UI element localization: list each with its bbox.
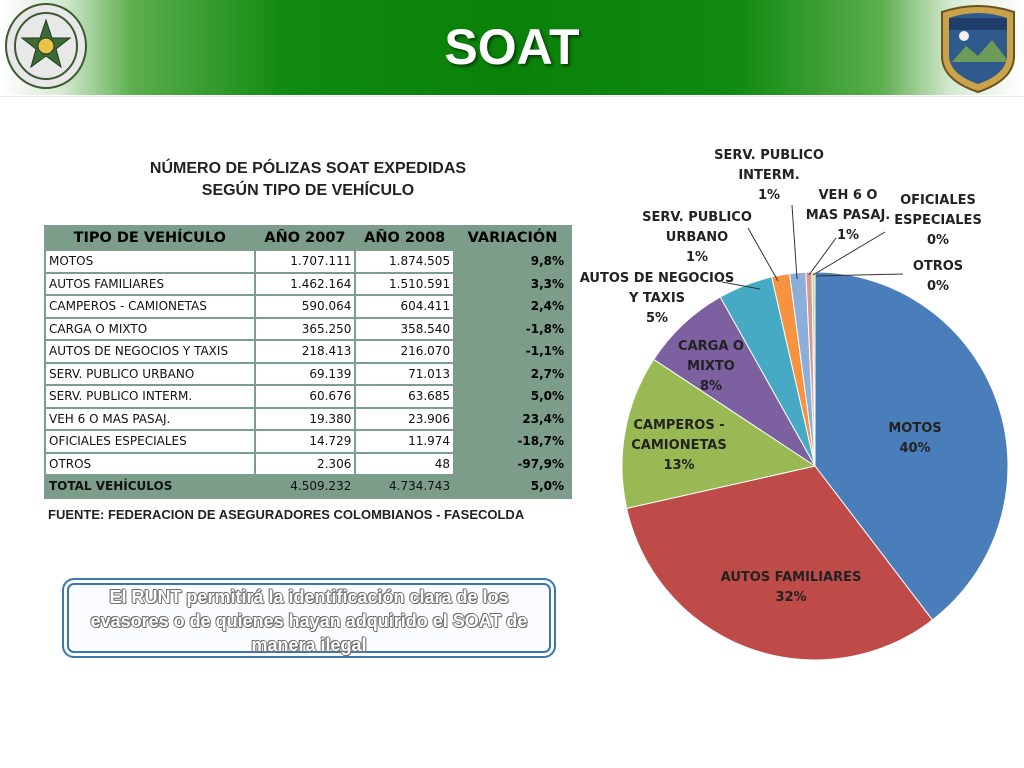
year-2008-cell: 48 bbox=[356, 453, 454, 474]
pie-label-autos-familiares: AUTOS FAMILIARES 32% bbox=[721, 570, 862, 605]
table-row: AUTOS DE NEGOCIOS Y TAXIS 218.413 216.070-… bbox=[46, 341, 570, 362]
runt-note-box: El RUNT permitirá la identificación clar… bbox=[62, 578, 556, 658]
year-2008-cell: 71.013 bbox=[356, 363, 454, 384]
vehicle-type-cell: OTROS bbox=[46, 453, 254, 474]
table-title-line-1: NÚMERO DE PÓLIZAS SOAT EXPEDIDAS bbox=[149, 160, 467, 177]
table-row: AUTOS FAMILIARES 1.462.164 1.510.591 3,3% bbox=[46, 273, 570, 294]
table-total-row: TOTAL VEHÍCULOS 4.509.232 4.734.743 5,0% bbox=[46, 476, 570, 497]
vehicle-type-cell: AUTOS FAMILIARES bbox=[46, 273, 254, 294]
column-header-year-2008: AÑO 2008 bbox=[356, 227, 454, 249]
table-row: VEH 6 O MAS PASAJ. 19.380 23.906 23,4% bbox=[46, 408, 570, 429]
vehicle-type-cell: SERV. PUBLICO URBANO bbox=[46, 363, 254, 384]
year-2007-cell: 1.462.164 bbox=[255, 273, 355, 294]
leader-line-otros bbox=[815, 273, 904, 277]
year-2008-cell: 11.974 bbox=[356, 431, 454, 452]
table-title: NÚMERO DE PÓLIZAS SOAT EXPEDIDAS SEGÚN T… bbox=[60, 158, 556, 202]
variation-cell: 2,7% bbox=[455, 363, 570, 384]
pie-label-autos-de-negocios-y-taxis: AUTOS DE NEGOCIOS Y TAXIS 5% bbox=[580, 271, 735, 326]
year-2008-cell: 216.070 bbox=[356, 341, 454, 362]
vehicle-type-cell: CARGA O MIXTO bbox=[46, 318, 254, 339]
total-variation-cell: 5,0% bbox=[455, 476, 570, 497]
variation-cell: 9,8% bbox=[455, 251, 570, 272]
year-2008-cell: 1.874.505 bbox=[356, 251, 454, 272]
table-row: MOTOS 1.707.111 1.874.505 9,8% bbox=[46, 251, 570, 272]
vehicle-type-cell: CAMPEROS - CAMIONETAS bbox=[46, 296, 254, 317]
total-2007-cell: 4.509.232 bbox=[255, 476, 355, 497]
soat-policies-table: TIPO DE VEHÍCULO AÑO 2007 AÑO 2008 VARIA… bbox=[44, 225, 572, 499]
pie-label-motos: MOTOS 40% bbox=[888, 421, 941, 456]
year-2008-cell: 63.685 bbox=[356, 386, 454, 407]
vehicle-type-cell: OFICIALES ESPECIALES bbox=[46, 431, 254, 452]
police-seal-icon bbox=[5, 3, 87, 89]
variation-cell: -1,1% bbox=[455, 341, 570, 362]
table-header-row: TIPO DE VEHÍCULO AÑO 2007 AÑO 2008 VARIA… bbox=[46, 227, 570, 249]
year-2007-cell: 69.139 bbox=[255, 363, 355, 384]
year-2007-cell: 14.729 bbox=[255, 431, 355, 452]
year-2007-cell: 19.380 bbox=[255, 408, 355, 429]
table-row: OTROS 2.306 48 -97,9% bbox=[46, 453, 570, 474]
variation-cell: 5,0% bbox=[455, 386, 570, 407]
leader-line-serv-publico-urbano bbox=[747, 227, 779, 282]
table-row: SERV. PUBLICO URBANO 69.139 71.013 2,7% bbox=[46, 363, 570, 384]
pie-slice-motos bbox=[814, 271, 1009, 621]
vehicle-type-cell: VEH 6 O MAS PASAJ. bbox=[46, 408, 254, 429]
pie-label-otros: OTROS 0% bbox=[913, 259, 963, 294]
year-2007-cell: 218.413 bbox=[255, 341, 355, 362]
leader-line-serv-publico-interm bbox=[791, 204, 798, 280]
pie-label-camperos-camionetas: CAMPEROS -CAMIONETAS 13% bbox=[631, 418, 726, 473]
variation-cell: -97,9% bbox=[455, 453, 570, 474]
total-label-cell: TOTAL VEHÍCULOS bbox=[46, 476, 254, 497]
column-header-variation: VARIACIÓN bbox=[455, 227, 570, 249]
year-2008-cell: 23.906 bbox=[356, 408, 454, 429]
runt-note-text: El RUNT permitirá la identificación clar… bbox=[90, 587, 528, 655]
variation-cell: -1,8% bbox=[455, 318, 570, 339]
year-2007-cell: 365.250 bbox=[255, 318, 355, 339]
pie-label-serv-publico-urbano: SERV. PUBLICO URBANO 1% bbox=[642, 210, 752, 265]
year-2008-cell: 358.540 bbox=[356, 318, 454, 339]
column-header-vehicle-type: TIPO DE VEHÍCULO bbox=[46, 227, 254, 249]
year-2007-cell: 60.676 bbox=[255, 386, 355, 407]
vehicle-type-cell: MOTOS bbox=[46, 251, 254, 272]
pie-label-veh-6-o-mas-pasaj: VEH 6 O MAS PASAJ. 1% bbox=[806, 188, 890, 243]
table-row: CAMPEROS - CAMIONETAS 590.064 604.411 2,4% bbox=[46, 296, 570, 317]
variation-cell: 2,4% bbox=[455, 296, 570, 317]
total-2008-cell: 4.734.743 bbox=[356, 476, 454, 497]
column-header-year-2007: AÑO 2007 bbox=[255, 227, 355, 249]
pie-label-serv-publico-interm: SERV. PUBLICO INTERM. 1% bbox=[714, 148, 824, 203]
header-divider bbox=[0, 96, 1024, 97]
year-2007-cell: 590.064 bbox=[255, 296, 355, 317]
year-2007-cell: 1.707.111 bbox=[255, 251, 355, 272]
year-2007-cell: 2.306 bbox=[255, 453, 355, 474]
variation-cell: 23,4% bbox=[455, 408, 570, 429]
variation-cell: 3,3% bbox=[455, 273, 570, 294]
table-row: OFICIALES ESPECIALES 14.729 11.974 -18,7% bbox=[46, 431, 570, 452]
pie-label-carga-o-mixto: CARGA O MIXTO 8% bbox=[678, 339, 744, 394]
vehicle-type-cell: AUTOS DE NEGOCIOS Y TAXIS bbox=[46, 341, 254, 362]
leader-line-autos-de-negocios-y-taxis bbox=[721, 281, 761, 290]
slide-title: SOAT bbox=[444, 19, 580, 75]
pie-slice-camperos-camionetas bbox=[621, 358, 817, 509]
slide-header: SOAT bbox=[0, 0, 1024, 95]
table-source: FUENTE: FEDERACION DE ASEGURADORES COLOM… bbox=[48, 507, 525, 522]
pie-label-oficiales-especiales: OFICIALES ESPECIALES 0% bbox=[894, 193, 982, 248]
leader-line-veh-6-o-mas-pasaj bbox=[808, 237, 837, 276]
variation-cell: -18,7% bbox=[455, 431, 570, 452]
vehicle-type-cell: SERV. PUBLICO INTERM. bbox=[46, 386, 254, 407]
table-row: SERV. PUBLICO INTERM. 60.676 63.685 5,0% bbox=[46, 386, 570, 407]
table-row: CARGA O MIXTO 365.250 358.540 -1,8% bbox=[46, 318, 570, 339]
table-title-line-2: SEGÚN TIPO DE VEHÍCULO bbox=[201, 182, 415, 199]
pie-slice-autos-familiares bbox=[626, 465, 934, 661]
year-2008-cell: 604.411 bbox=[356, 296, 454, 317]
leader-line-oficiales-especiales bbox=[812, 231, 886, 276]
year-2008-cell: 1.510.591 bbox=[356, 273, 454, 294]
police-shield-icon bbox=[941, 5, 1015, 94]
